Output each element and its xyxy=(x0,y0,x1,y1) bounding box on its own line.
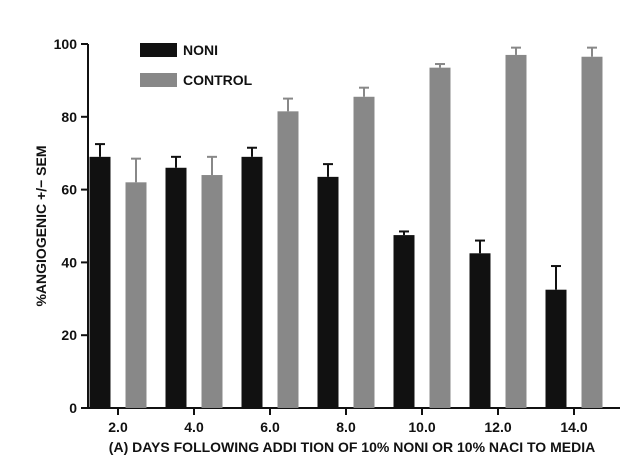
x-tick-label: 2.0 xyxy=(108,419,128,435)
bar-noni xyxy=(165,167,187,408)
bar-control xyxy=(277,111,299,408)
bar-noni xyxy=(317,176,339,408)
x-tick-label: 10.0 xyxy=(408,419,435,435)
bars xyxy=(89,46,603,409)
legend-label-noni: NONI xyxy=(183,42,218,58)
bar-noni xyxy=(241,156,263,408)
bar-control xyxy=(581,56,603,409)
x-axis: 2.0 4.0 6.0 8.0 10.0 12.0 14.0 xyxy=(87,407,620,435)
bar-control xyxy=(125,182,147,408)
y-tick-label: 100 xyxy=(54,36,78,52)
y-axis: 0 20 40 60 80 100 xyxy=(54,36,89,416)
y-tick-label: 0 xyxy=(69,400,77,416)
y-axis-title: %ANGIOGENIC +/− SEM xyxy=(33,145,49,306)
x-tick-label: 14.0 xyxy=(560,419,587,435)
bar-control xyxy=(429,67,451,408)
x-axis-title: (A) DAYS FOLLOWING ADDI TION OF 10% NONI… xyxy=(109,439,595,455)
bar-control xyxy=(201,175,223,408)
x-tick-label: 6.0 xyxy=(260,419,280,435)
y-tick-label: 20 xyxy=(61,327,77,343)
legend: NONI CONTROL xyxy=(140,42,253,88)
legend-swatch-noni xyxy=(140,43,177,57)
bar-control xyxy=(353,96,375,408)
legend-swatch-control xyxy=(140,73,177,87)
x-tick-label: 8.0 xyxy=(336,419,356,435)
bar-noni xyxy=(89,156,111,408)
legend-label-control: CONTROL xyxy=(183,72,253,88)
x-tick-label: 12.0 xyxy=(484,419,511,435)
bar-noni xyxy=(393,235,415,408)
bar-noni xyxy=(469,253,491,408)
bar-control xyxy=(505,54,527,409)
y-tick-label: 40 xyxy=(61,254,77,270)
x-tick-label: 4.0 xyxy=(184,419,204,435)
bar-noni xyxy=(545,289,567,408)
y-tick-label: 80 xyxy=(61,109,77,125)
y-tick-label: 60 xyxy=(61,182,77,198)
